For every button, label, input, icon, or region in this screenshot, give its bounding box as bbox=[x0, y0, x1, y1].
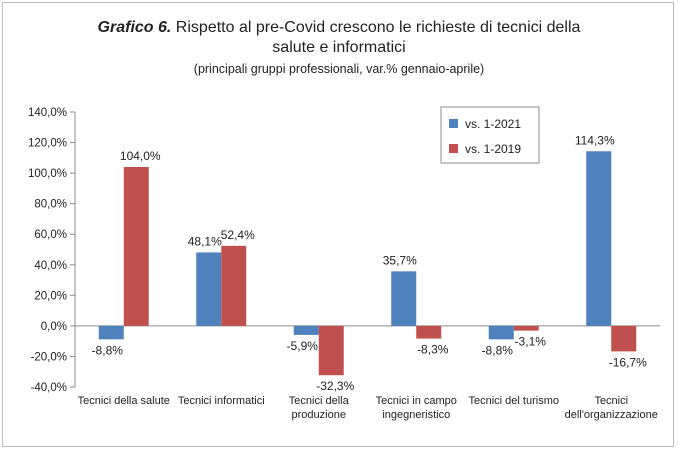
chart-title-block: Grafico 6. Rispetto al pre-Covid crescon… bbox=[0, 18, 678, 78]
bar-vs-2021 bbox=[293, 325, 319, 335]
data-label: -3,1% bbox=[515, 335, 547, 349]
legend-entry: vs. 1-2019 bbox=[465, 142, 521, 156]
y-tick-label: 100,0% bbox=[28, 168, 67, 180]
data-label: -8,8% bbox=[482, 343, 514, 357]
bar-vs-2021 bbox=[98, 325, 124, 340]
legend-swatch bbox=[449, 144, 458, 153]
category-label: Tecnici della bbox=[289, 395, 350, 407]
legend-entry: vs. 1-2021 bbox=[465, 117, 521, 131]
data-labels: -8,8% 104,0% 48,1%52,4% -5,9% -32,3% 35,7% -8,… bbox=[92, 133, 648, 393]
bar-vs-2019 bbox=[123, 167, 149, 326]
data-label: -32,3% bbox=[316, 379, 354, 393]
axes: -40,0% -20,0% 0,0% 20,0% 40,0% 60,0% 80,0% 100,… bbox=[28, 107, 660, 394]
data-label: -5,9% bbox=[287, 339, 319, 353]
data-label: -8,8% bbox=[92, 343, 124, 357]
bar-vs-2021 bbox=[391, 271, 417, 326]
y-tick-label: 60,0% bbox=[34, 229, 67, 241]
data-label: 35,7% bbox=[383, 253, 417, 267]
chart-title-prefix: Grafico 6. bbox=[97, 19, 172, 36]
y-tick-label: -20,0% bbox=[31, 351, 67, 363]
bar-vs-2019 bbox=[416, 325, 442, 339]
chart-title-line1: Grafico 6. Rispetto al pre-Covid crescon… bbox=[0, 18, 678, 38]
legend-box bbox=[440, 106, 540, 164]
category-label: produzione bbox=[292, 409, 346, 421]
chart-title-line2: salute e informatici bbox=[272, 39, 406, 56]
category-labels: Tecnici della salute Tecnici informatici T… bbox=[78, 395, 658, 421]
y-tick-label: 80,0% bbox=[34, 199, 67, 211]
legend-swatch bbox=[449, 119, 458, 128]
y-tick-label: 40,0% bbox=[34, 260, 67, 272]
category-label: Tecnici informatici bbox=[178, 395, 265, 407]
y-tick-label: -40,0% bbox=[31, 382, 67, 394]
chart-title-text: Rispetto al pre-Covid crescono le richie… bbox=[171, 19, 581, 36]
bar-vs-2019 bbox=[221, 245, 247, 326]
data-label: -16,7% bbox=[609, 355, 647, 369]
bar-vs-2019 bbox=[513, 325, 539, 331]
category-label: Tecnici della salute bbox=[78, 395, 170, 407]
data-label: 52,4% bbox=[221, 228, 255, 242]
y-tick-label: 140,0% bbox=[28, 107, 67, 119]
y-tick-label: 20,0% bbox=[34, 290, 67, 302]
legend: vs. 1-2021 vs. 1-2019 bbox=[440, 106, 540, 164]
chart-subtitle: (principali gruppi professionali, var.% … bbox=[193, 62, 485, 76]
y-tick-label: 0,0% bbox=[41, 321, 67, 333]
category-label: Tecnici del turismo bbox=[469, 395, 559, 407]
data-label: -8,3% bbox=[417, 343, 449, 357]
bars bbox=[98, 151, 637, 376]
data-label: 104,0% bbox=[120, 149, 161, 163]
category-label: Tecnici bbox=[594, 395, 628, 407]
data-label: 114,3% bbox=[575, 133, 615, 147]
bar-vs-2019 bbox=[318, 325, 344, 376]
data-label: 48,1% bbox=[188, 234, 222, 248]
category-label: dell'organizzazione bbox=[565, 409, 658, 421]
bar-vs-2021 bbox=[488, 325, 514, 340]
bar-vs-2021 bbox=[196, 252, 222, 326]
bar-vs-2019 bbox=[611, 325, 637, 352]
y-tick-label: 120,0% bbox=[28, 138, 67, 150]
bar-vs-2021 bbox=[586, 151, 612, 326]
category-label: Tecnici in campo bbox=[376, 395, 457, 407]
category-label: ingegneristico bbox=[382, 409, 450, 421]
